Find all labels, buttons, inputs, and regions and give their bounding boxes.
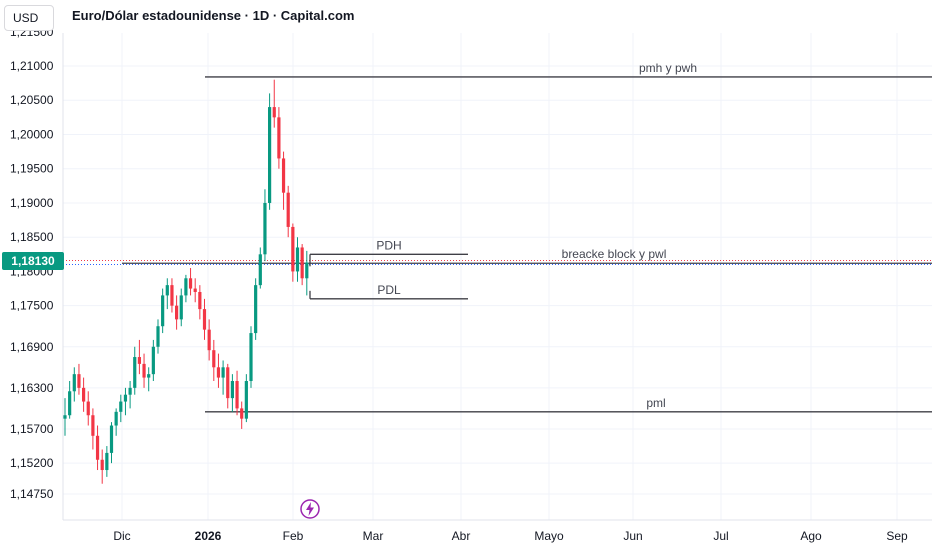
y-tick-label: 1,15200 <box>10 456 54 470</box>
x-tick-label: Jul <box>713 529 728 543</box>
level-label: pml <box>646 396 665 410</box>
candle-body <box>147 374 151 378</box>
candle-body <box>86 401 90 416</box>
level-label: pmh y pwh <box>639 61 697 75</box>
candle-body <box>170 285 174 306</box>
candle-body <box>305 262 309 279</box>
y-tick-label: 1,19500 <box>10 162 54 176</box>
candle-body <box>281 158 286 193</box>
x-tick-label: Jun <box>623 529 642 543</box>
candle-body <box>156 326 160 347</box>
candle-body <box>72 374 76 392</box>
candle-body <box>133 357 137 388</box>
candle-body <box>286 192 290 227</box>
x-tick-label: Sep <box>886 529 908 543</box>
candle-body <box>221 367 225 378</box>
candle-body <box>240 408 244 419</box>
y-tick-label: 1,20000 <box>10 127 54 141</box>
y-tick-label: 1,18500 <box>10 230 54 244</box>
candle-body <box>142 363 146 378</box>
level-lines: pmh y pwh breacke block y pwl PDH PDL pml <box>122 61 932 413</box>
candle-body <box>202 309 207 330</box>
grid <box>63 33 932 520</box>
y-tick-label: 1,20500 <box>10 93 54 107</box>
candle-body <box>193 288 197 292</box>
candle-body <box>179 295 183 320</box>
candle-body <box>207 329 211 351</box>
candle-body <box>175 305 179 320</box>
level-label: PDH <box>376 238 401 252</box>
candle-body <box>91 415 95 436</box>
candle-body <box>100 459 104 471</box>
candle-body <box>254 285 258 334</box>
candle-body <box>95 435 100 460</box>
candles <box>63 79 309 484</box>
candle-body <box>235 381 239 409</box>
y-tick-label: 1,21000 <box>10 59 54 73</box>
candle-body <box>249 333 253 382</box>
candle-body <box>230 381 234 399</box>
candle-body <box>161 295 165 327</box>
candle-body <box>82 387 86 402</box>
candle-body <box>109 425 114 453</box>
candle-body <box>291 226 295 272</box>
candle-body <box>268 107 272 203</box>
x-tick-label: Mar <box>363 529 384 543</box>
x-axis-labels: Dic 2026 Feb Mar Abr Mayo Jun Jul Ago Sep <box>113 529 908 543</box>
candle-body <box>212 350 216 368</box>
candle-body <box>226 367 230 399</box>
candle-body <box>295 247 300 272</box>
symbol-title[interactable]: Euro/Dólar estadounidense · 1D · Capital… <box>72 8 355 23</box>
candle-body <box>165 285 169 296</box>
candle-body <box>63 415 67 419</box>
currency-selector[interactable]: USD <box>4 5 54 31</box>
candle-body <box>68 391 72 416</box>
y-tick-label: 1,17500 <box>10 299 54 313</box>
candle-body <box>105 452 109 471</box>
candle-body <box>258 254 262 286</box>
candle-body <box>216 367 221 378</box>
y-tick-label: 1,16900 <box>10 340 54 354</box>
candle-body <box>123 394 128 402</box>
chart-header: USD Euro/Dólar estadounidense · 1D · Cap… <box>0 0 932 32</box>
candle-body <box>184 278 188 296</box>
candle-body <box>128 387 132 395</box>
candle-body <box>198 291 202 310</box>
candle-body <box>119 401 123 412</box>
level-label: PDL <box>377 283 401 297</box>
y-tick-label: 1,19000 <box>10 196 54 210</box>
current-price-tag: 1,18130 <box>2 252 64 270</box>
y-tick-label: 1,15700 <box>10 422 54 436</box>
lightning-icon[interactable] <box>300 499 320 519</box>
x-tick-label: Ago <box>800 529 822 543</box>
y-tick-label: 1,16300 <box>10 381 54 395</box>
x-tick-label: Mayo <box>534 529 564 543</box>
level-label: breacke block y pwl <box>562 247 667 261</box>
x-tick-label: 2026 <box>195 529 222 543</box>
x-tick-label: Dic <box>113 529 130 543</box>
candle-body <box>77 374 81 388</box>
candle-body <box>188 278 193 289</box>
x-tick-label: Abr <box>452 529 471 543</box>
candle-body <box>137 357 141 364</box>
candle-body <box>263 202 267 255</box>
candle-body <box>272 107 276 118</box>
candle-body <box>151 346 155 375</box>
candle-body <box>114 411 118 426</box>
y-tick-label: 1,14750 <box>10 487 54 501</box>
candle-body <box>277 117 281 159</box>
candle-body <box>244 381 248 419</box>
x-tick-label: Feb <box>283 529 304 543</box>
candle-body <box>300 247 304 279</box>
